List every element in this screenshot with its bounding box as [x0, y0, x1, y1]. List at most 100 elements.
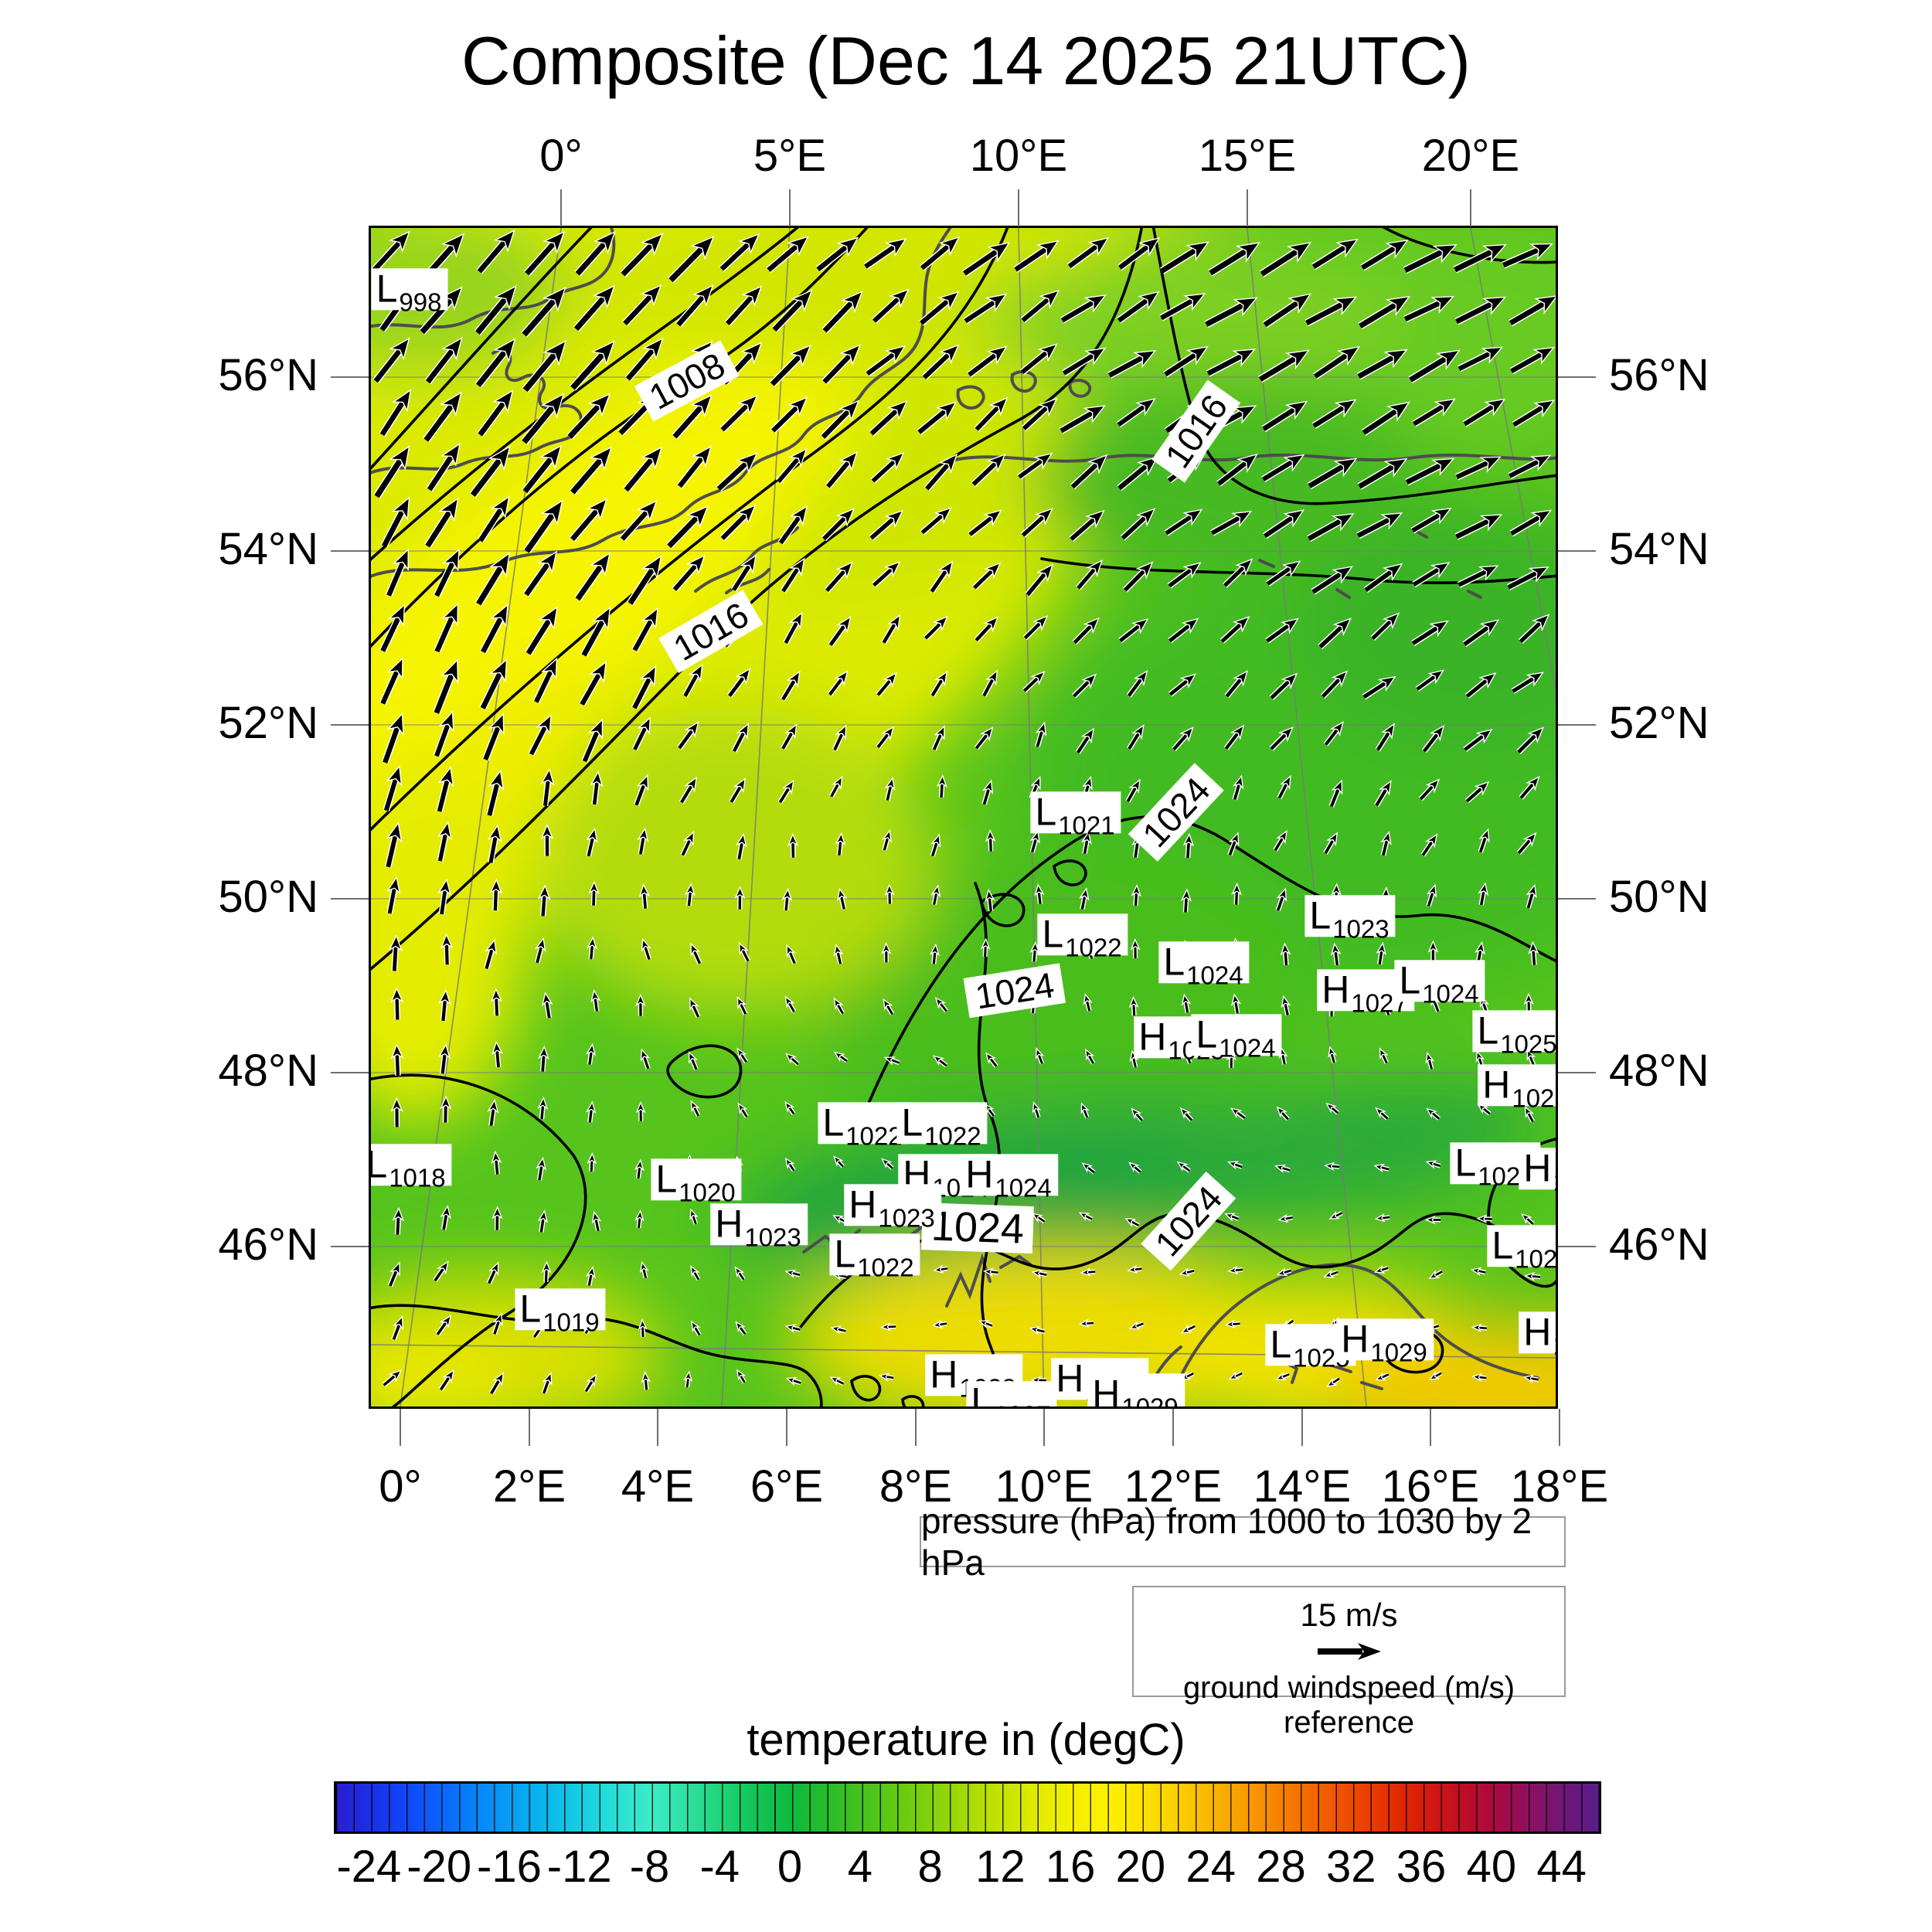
high-pressure-marker: H1026 — [1478, 1064, 1556, 1111]
pressure-letter: H — [849, 1182, 877, 1226]
low-pressure-marker: L1022 — [829, 1233, 920, 1280]
low-pressure-marker: L1024 — [1191, 1012, 1282, 1060]
left-axis-tick — [331, 898, 369, 900]
pressure-value: 1019 — [543, 1308, 600, 1337]
top-axis-label: 5°E — [753, 131, 827, 181]
pressure-letter: L — [1035, 790, 1057, 834]
pressure-letter: L — [655, 1157, 678, 1201]
pressure-letter: H — [930, 1352, 958, 1396]
top-axis-label: 0° — [539, 131, 583, 181]
wind-vector-arrows — [371, 229, 1556, 1395]
right-axis-label: 56°N — [1609, 350, 1709, 400]
pressure-letter: L — [901, 1100, 923, 1145]
pressure-letter: L — [376, 267, 398, 311]
colorbar-tick-label: -8 — [629, 1842, 670, 1892]
bottom-axis-tick — [1559, 1409, 1560, 1446]
right-axis-tick — [1558, 1072, 1596, 1073]
left-axis-label: 52°N — [218, 698, 318, 748]
left-axis-tick — [331, 550, 369, 552]
pressure-value: 1022 — [857, 1253, 914, 1282]
pressure-letter: L — [1042, 912, 1064, 956]
pressure-letter: L — [1163, 940, 1185, 984]
pressure-letter: H — [1341, 1317, 1369, 1361]
pressure-value: 1022 — [845, 1121, 903, 1151]
pressure-value: 998 — [399, 287, 442, 317]
pressure-letter: L — [1196, 1012, 1218, 1056]
top-axis-label: 20°E — [1421, 131, 1520, 181]
pressure-letter: L — [1399, 958, 1421, 1002]
colorbar-tick-label: 24 — [1185, 1842, 1236, 1892]
pressure-value: 1023 — [878, 1203, 935, 1233]
pressure-letter: L — [1454, 1141, 1477, 1185]
low-pressure-marker: L1023 — [1304, 893, 1396, 941]
low-pressure-marker: L1026 — [1487, 1223, 1556, 1271]
bottom-axis-label: 0° — [379, 1461, 422, 1512]
pressure-value: 1020 — [679, 1178, 736, 1207]
right-axis-label: 46°N — [1609, 1219, 1709, 1270]
pressure-letter: L — [1492, 1223, 1514, 1267]
colorbar-tick-label: 4 — [847, 1842, 872, 1892]
pressure-legend-text: pressure (hPa) from 1000 to 1030 by 2 hP… — [921, 1501, 1532, 1583]
left-axis-label: 56°N — [218, 350, 318, 400]
low-pressure-marker: L1024 — [1158, 940, 1250, 988]
pressure-letter: H — [1523, 1310, 1552, 1354]
top-axis-label: 15°E — [1198, 131, 1297, 181]
map-canvas — [371, 228, 1556, 1406]
left-axis-tick — [331, 376, 369, 378]
colorbar-title: temperature in (degC) — [747, 1715, 1185, 1765]
colorbar-tick-label: 12 — [975, 1842, 1026, 1892]
pressure-value: 1023 — [1332, 914, 1389, 944]
pressure-letter: L — [371, 1142, 387, 1185]
right-axis-tick — [1558, 376, 1596, 378]
left-axis-tick — [331, 724, 369, 726]
top-axis-tick — [560, 189, 562, 226]
pressure-value: 1025 — [1500, 1029, 1557, 1059]
bottom-axis-label: 6°E — [750, 1461, 824, 1512]
right-axis-tick — [1558, 898, 1596, 900]
left-axis-label: 50°N — [218, 872, 318, 922]
top-axis-tick — [1247, 189, 1248, 226]
pressure-letter: L — [519, 1287, 542, 1331]
right-axis-tick — [1558, 724, 1596, 726]
low-pressure-marker: L1024 — [1394, 958, 1485, 1006]
bottom-axis-tick — [1430, 1409, 1431, 1446]
pressure-letter: H — [1138, 1015, 1167, 1059]
colorbar-tick-label: -4 — [699, 1842, 740, 1892]
low-pressure-marker: L998 — [371, 267, 448, 315]
low-pressure-marker: L1022 — [1037, 912, 1128, 960]
pressure-letter: L — [1309, 893, 1332, 937]
pressure-letter: L — [1477, 1009, 1499, 1053]
bottom-axis-label: 4°E — [621, 1461, 695, 1512]
pressure-letter: L — [822, 1100, 845, 1145]
colorbar-tick-label: 32 — [1326, 1842, 1376, 1892]
pressure-value: 1026 — [1512, 1083, 1556, 1113]
colorbar-cell-lines — [336, 1784, 1599, 1832]
bottom-axis-tick — [1043, 1409, 1045, 1446]
right-axis-label: 48°N — [1609, 1046, 1709, 1096]
bottom-axis-label: 14°E — [1253, 1461, 1352, 1512]
low-pressure-marker: L1018 — [371, 1142, 452, 1190]
colorbar — [334, 1781, 1601, 1834]
colorbar-tick-label: -12 — [546, 1842, 612, 1892]
pressure-letter: L — [971, 1379, 993, 1409]
colorbar-tick-label: 20 — [1115, 1842, 1166, 1892]
low-pressure-marker: L1022 — [896, 1100, 988, 1148]
pressure-value: 1023 — [744, 1223, 801, 1252]
right-axis-tick — [1558, 550, 1596, 552]
pressure-value: 1024 — [1186, 961, 1243, 990]
left-axis-tick — [331, 1072, 369, 1073]
pressure-value: 1028 — [1553, 1332, 1556, 1358]
pressure-value: 1024 — [1219, 1033, 1276, 1063]
bottom-axis-label: 2°E — [492, 1461, 566, 1512]
pressure-letter: H — [1321, 968, 1350, 1012]
pressure-value: 1029 — [1121, 1393, 1179, 1409]
left-axis-tick — [331, 1246, 369, 1247]
top-axis-tick — [1018, 189, 1019, 226]
bottom-axis-label: 10°E — [995, 1461, 1094, 1512]
pressure-letter: L — [1270, 1322, 1292, 1366]
bottom-axis-tick — [1301, 1409, 1303, 1446]
pressure-value: 1029 — [1370, 1338, 1427, 1367]
pressure-value: 1024 — [995, 1173, 1052, 1202]
high-pressure-marker: H1029 — [1336, 1317, 1434, 1365]
